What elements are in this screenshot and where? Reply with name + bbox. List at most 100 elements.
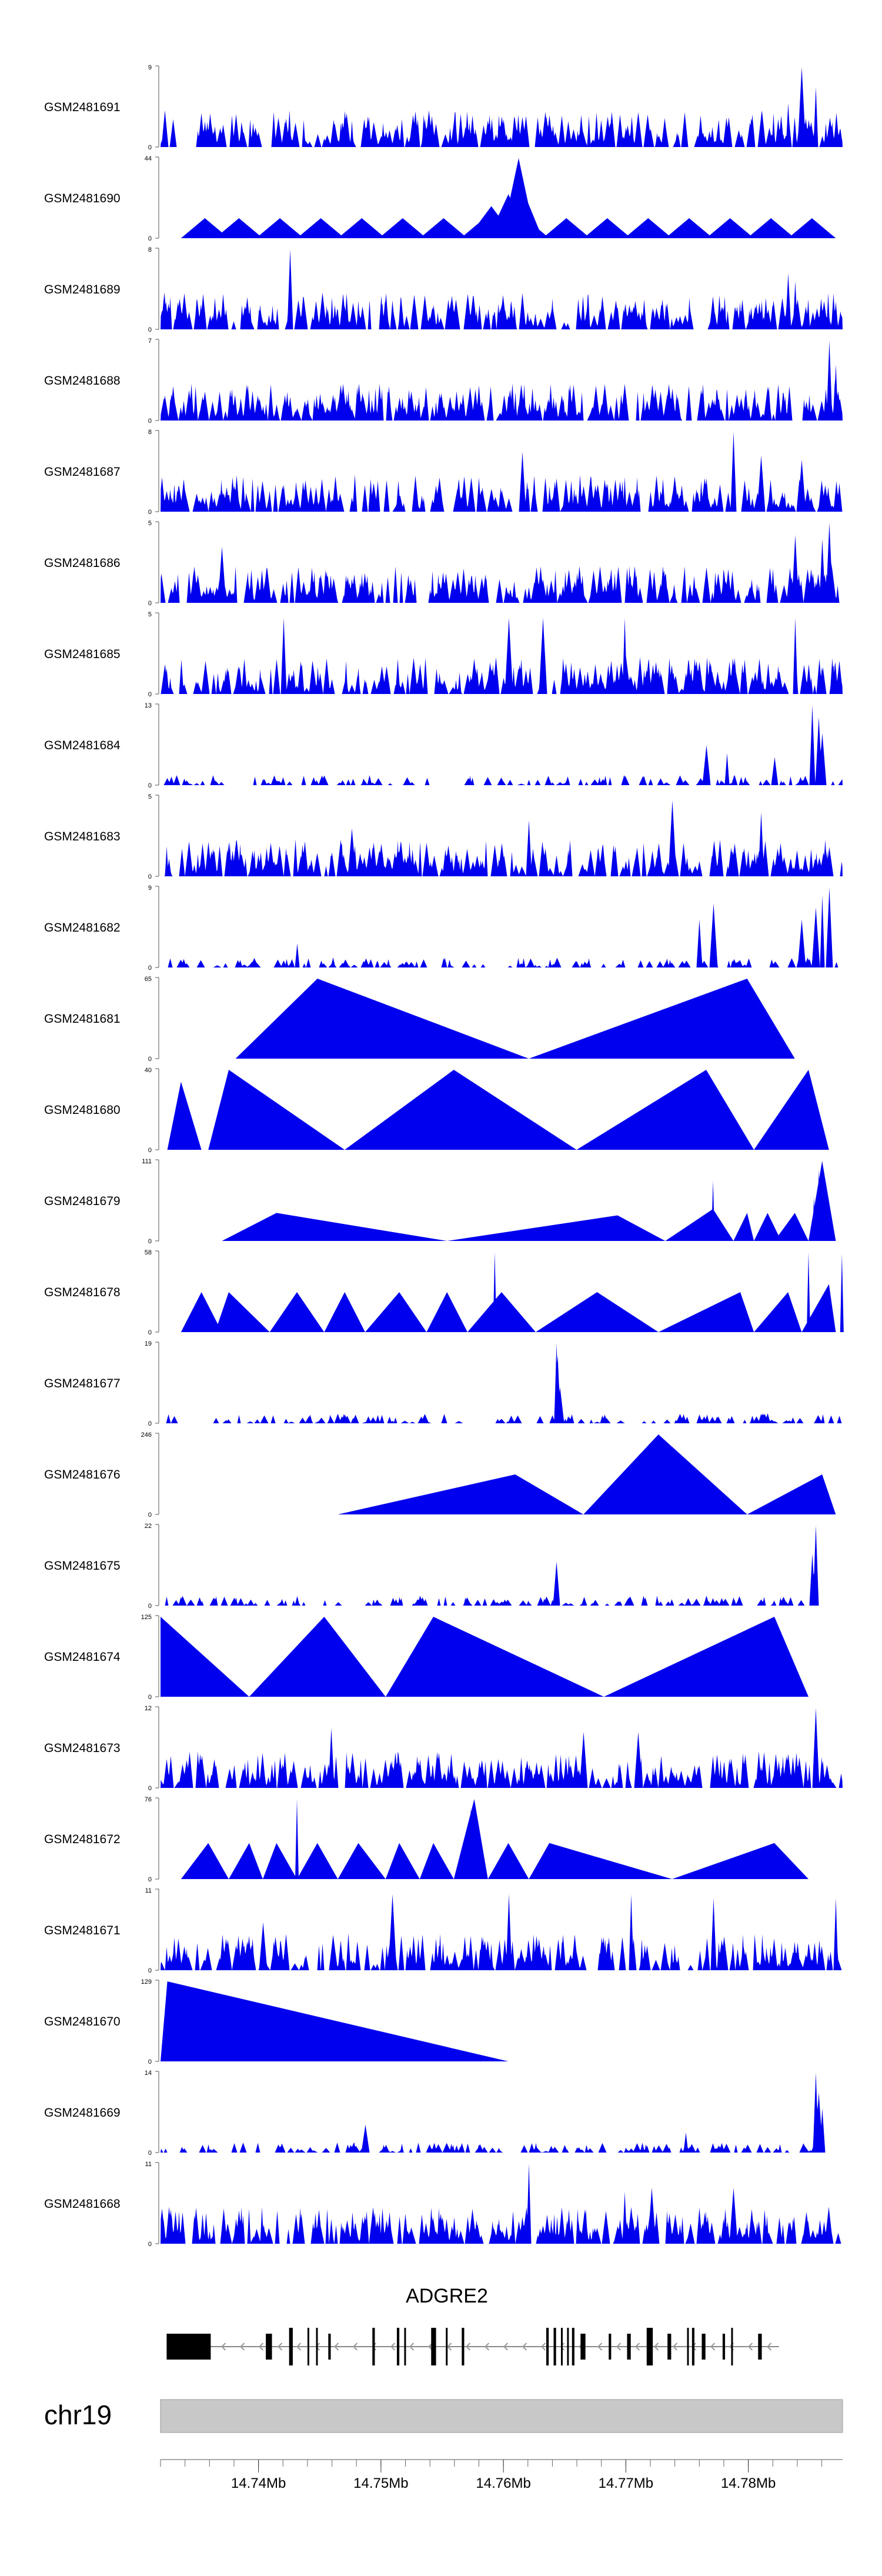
y-max-label: 11 (145, 2161, 152, 2168)
y-min-label: 0 (148, 1694, 152, 1701)
coverage-triangle (297, 1843, 338, 1879)
coverage-track: GSM2481684 13 0 (44, 702, 843, 789)
coverage-area (161, 887, 843, 967)
y-min-label: 0 (148, 873, 152, 880)
strand-arrow (315, 2343, 320, 2351)
exon-block (567, 2328, 569, 2365)
coverage-spike (711, 1181, 715, 1241)
coverage-triangle (167, 1082, 202, 1150)
track-label: GSM2481688 (44, 374, 121, 388)
coverage-triangle (542, 218, 590, 238)
strand-arrow (484, 2343, 490, 2351)
exon-block (722, 2334, 726, 2360)
track-label: GSM2481684 (44, 739, 121, 752)
chromosome-label: chr19 (44, 2400, 112, 2430)
exon-block (446, 2328, 448, 2365)
coverage-track: GSM2481673 12 0 (44, 1705, 843, 1792)
track-label: GSM2481686 (44, 556, 121, 570)
coverage-triangle (576, 1070, 754, 1150)
coverage-area (161, 2164, 843, 2244)
coverage-triangle (338, 1474, 584, 1514)
track-label: GSM2481677 (44, 1377, 121, 1390)
track-label: GSM2481687 (44, 465, 121, 479)
strand-arrow (653, 2343, 659, 2351)
coverage-spike (493, 1252, 497, 1332)
x-tick-label: 14.75Mb (353, 2475, 408, 2491)
strand-arrow (634, 2343, 640, 2351)
x-tick-label: 14.74Mb (231, 2475, 286, 2491)
coverage-area (161, 1708, 843, 1788)
coverage-triangle (754, 1292, 802, 1332)
exon-block (372, 2328, 375, 2365)
y-max-label: 44 (145, 155, 152, 162)
exon-block (609, 2334, 612, 2360)
coverage-triangle (297, 218, 345, 238)
strand-arrow (296, 2343, 302, 2351)
coverage-triangle (754, 1213, 781, 1241)
coverage-triangle (774, 1213, 808, 1241)
y-min-label: 0 (148, 1785, 152, 1792)
coverage-triangle (467, 1292, 536, 1332)
y-max-label: 22 (145, 1523, 152, 1530)
y-min-label: 0 (148, 235, 152, 242)
coverage-triangle (672, 1843, 808, 1879)
coverage-triangle (419, 218, 467, 238)
strand-arrow (672, 2343, 678, 2351)
coverage-triangle (379, 218, 427, 238)
strand-arrow (559, 2343, 565, 2351)
coverage-track: GSM2481685 5 0 (44, 611, 843, 698)
coverage-triangle (467, 206, 516, 238)
coverage-triangle (487, 1843, 529, 1879)
coverage-spike (230, 1070, 235, 1150)
coverage-area (161, 1526, 843, 1606)
strand-arrow (446, 2343, 452, 2351)
track-label: GSM2481682 (44, 921, 121, 935)
coverage-triangle (747, 218, 795, 238)
coverage-triangle (249, 1617, 386, 1697)
coverage-area (161, 800, 843, 876)
y-min-label: 0 (148, 1967, 152, 1974)
coverage-track: GSM2481668 11 0 (44, 2161, 843, 2248)
coverage-triangle (215, 218, 263, 238)
exon-block (396, 2328, 400, 2365)
y-min-label: 0 (148, 965, 152, 972)
y-min-label: 0 (148, 509, 152, 516)
strand-arrow (503, 2343, 509, 2351)
coverage-triangle (345, 1070, 577, 1150)
coverage-area (161, 523, 843, 603)
y-max-label: 111 (142, 1158, 152, 1165)
chromosome-ideogram: chr19 (44, 2399, 843, 2433)
coverage-track: GSM2481674 125 0 (44, 1614, 808, 1701)
coverage-triangle (801, 1284, 836, 1332)
coverage-spike (812, 1197, 816, 1241)
track-label: GSM2481676 (44, 1468, 121, 1481)
coverage-triangle (181, 218, 229, 238)
coverage-triangle (529, 979, 795, 1059)
coverage-triangle (529, 1843, 672, 1879)
strand-arrow (522, 2343, 527, 2351)
y-min-label: 0 (148, 2150, 152, 2157)
coverage-track: GSM2481678 58 0 (44, 1249, 844, 1336)
y-max-label: 8 (148, 429, 152, 436)
coverage-triangle (269, 1292, 325, 1332)
exon-block (289, 2328, 293, 2365)
y-max-label: 9 (148, 885, 152, 892)
y-min-label: 0 (148, 2241, 152, 2248)
strand-arrow (465, 2343, 471, 2351)
track-label: GSM2481671 (44, 1924, 121, 1937)
y-max-label: 13 (145, 702, 152, 709)
exon-block (316, 2328, 318, 2365)
y-max-label: 40 (145, 1067, 152, 1074)
y-max-label: 76 (145, 1796, 152, 1803)
y-min-label: 0 (148, 691, 152, 698)
x-tick-label: 14.76Mb (476, 2475, 530, 2491)
strand-arrow (220, 2343, 226, 2351)
track-label: GSM2481668 (44, 2197, 121, 2211)
strand-arrow (390, 2343, 396, 2351)
chromosome-band (160, 2399, 843, 2433)
coverage-triangle (658, 1292, 754, 1332)
y-min-label: 0 (148, 2058, 152, 2066)
coverage-triangle (256, 218, 304, 238)
coverage-triangle (536, 1292, 659, 1332)
coverage-track: GSM2481681 65 0 (44, 976, 795, 1063)
